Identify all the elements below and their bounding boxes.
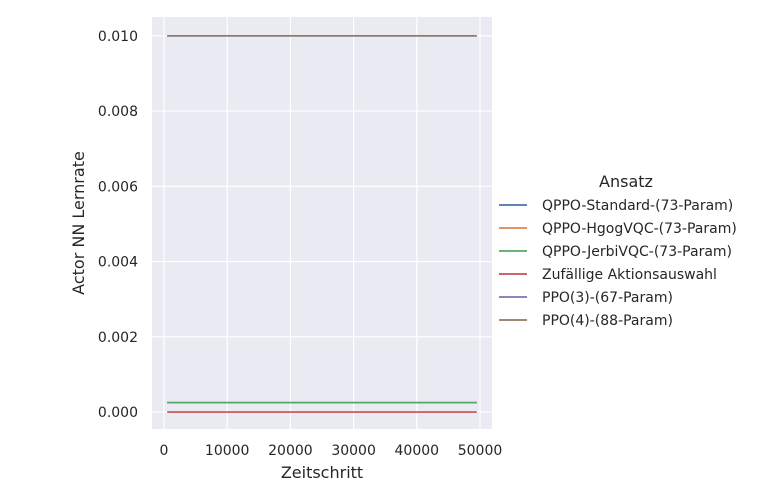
plot-background xyxy=(152,17,492,429)
x-tick-label: 50000 xyxy=(458,443,503,459)
x-tick-label: 0 xyxy=(160,443,169,459)
legend-label: PPO(4)-(88-Param) xyxy=(542,313,673,329)
legend: Ansatz QPPO-Standard-(73-Param) QPPO-Hgog… xyxy=(499,172,737,329)
y-tick-label: 0.008 xyxy=(98,104,138,120)
x-tick-label: 20000 xyxy=(268,443,313,459)
legend-title: Ansatz xyxy=(599,172,653,191)
y-axis-label: Actor NN Lernrate xyxy=(69,151,88,295)
y-tick-label: 0.004 xyxy=(98,255,138,271)
y-tick-label: 0.010 xyxy=(98,29,138,45)
y-tick-labels: 0.000 0.002 0.004 0.006 0.008 0.010 xyxy=(98,29,138,421)
series-lines xyxy=(167,34,477,413)
y-tick-label: 0.006 xyxy=(98,179,138,195)
legend-label: QPPO-Standard-(73-Param) xyxy=(542,198,733,214)
y-tick-label: 0.000 xyxy=(98,405,138,421)
y-tick-label: 0.002 xyxy=(98,330,138,346)
legend-label: QPPO-HgogVQC-(73-Param) xyxy=(542,221,737,237)
legend-label: QPPO-JerbiVQC-(73-Param) xyxy=(542,244,732,260)
x-tick-label: 10000 xyxy=(205,443,250,459)
x-axis-label: Zeitschritt xyxy=(281,463,363,482)
legend-label: Zufällige Aktionsauswahl xyxy=(542,267,717,283)
x-tick-label: 40000 xyxy=(395,443,440,459)
x-tick-label: 30000 xyxy=(331,443,376,459)
legend-label: PPO(3)-(67-Param) xyxy=(542,290,673,306)
x-tick-labels: 0 10000 20000 30000 40000 50000 xyxy=(160,443,503,459)
